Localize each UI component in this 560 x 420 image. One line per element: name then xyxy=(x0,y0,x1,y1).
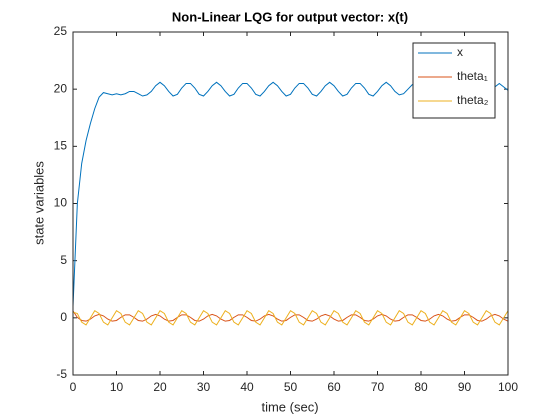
x-tick-label: 10 xyxy=(110,380,124,394)
x-tick-label: 100 xyxy=(498,380,518,394)
legend-label: theta₂ xyxy=(457,93,489,107)
x-tick-label: 80 xyxy=(414,380,428,394)
legend-label: theta₁ xyxy=(457,69,488,83)
y-tick-label: 10 xyxy=(54,196,68,210)
x-tick-label: 40 xyxy=(240,380,254,394)
x-tick-label: 50 xyxy=(284,380,298,394)
axes-box xyxy=(72,31,509,376)
legend-label: x xyxy=(457,45,463,59)
y-tick-label: 25 xyxy=(54,24,68,38)
series-line xyxy=(72,310,509,326)
x-tick-label: 60 xyxy=(327,380,341,394)
x-axis-label: time (sec) xyxy=(261,399,318,414)
x-tick-label: 20 xyxy=(153,380,167,394)
y-tick-label: 0 xyxy=(60,310,67,324)
x-tick-label: 30 xyxy=(197,380,211,394)
x-tick-label: 0 xyxy=(70,380,77,394)
y-tick-label: -5 xyxy=(56,367,67,381)
x-tick-label: 70 xyxy=(371,380,385,394)
x-tick-label: 90 xyxy=(458,380,472,394)
y-tick-label: 5 xyxy=(60,253,67,267)
legend-box xyxy=(412,42,496,119)
chart-title: Non-Linear LQG for output vector: x(t) xyxy=(172,9,408,24)
y-tick-label: 20 xyxy=(54,81,68,95)
y-tick-label: 15 xyxy=(54,139,68,153)
y-axis-label: state variables xyxy=(31,161,46,245)
